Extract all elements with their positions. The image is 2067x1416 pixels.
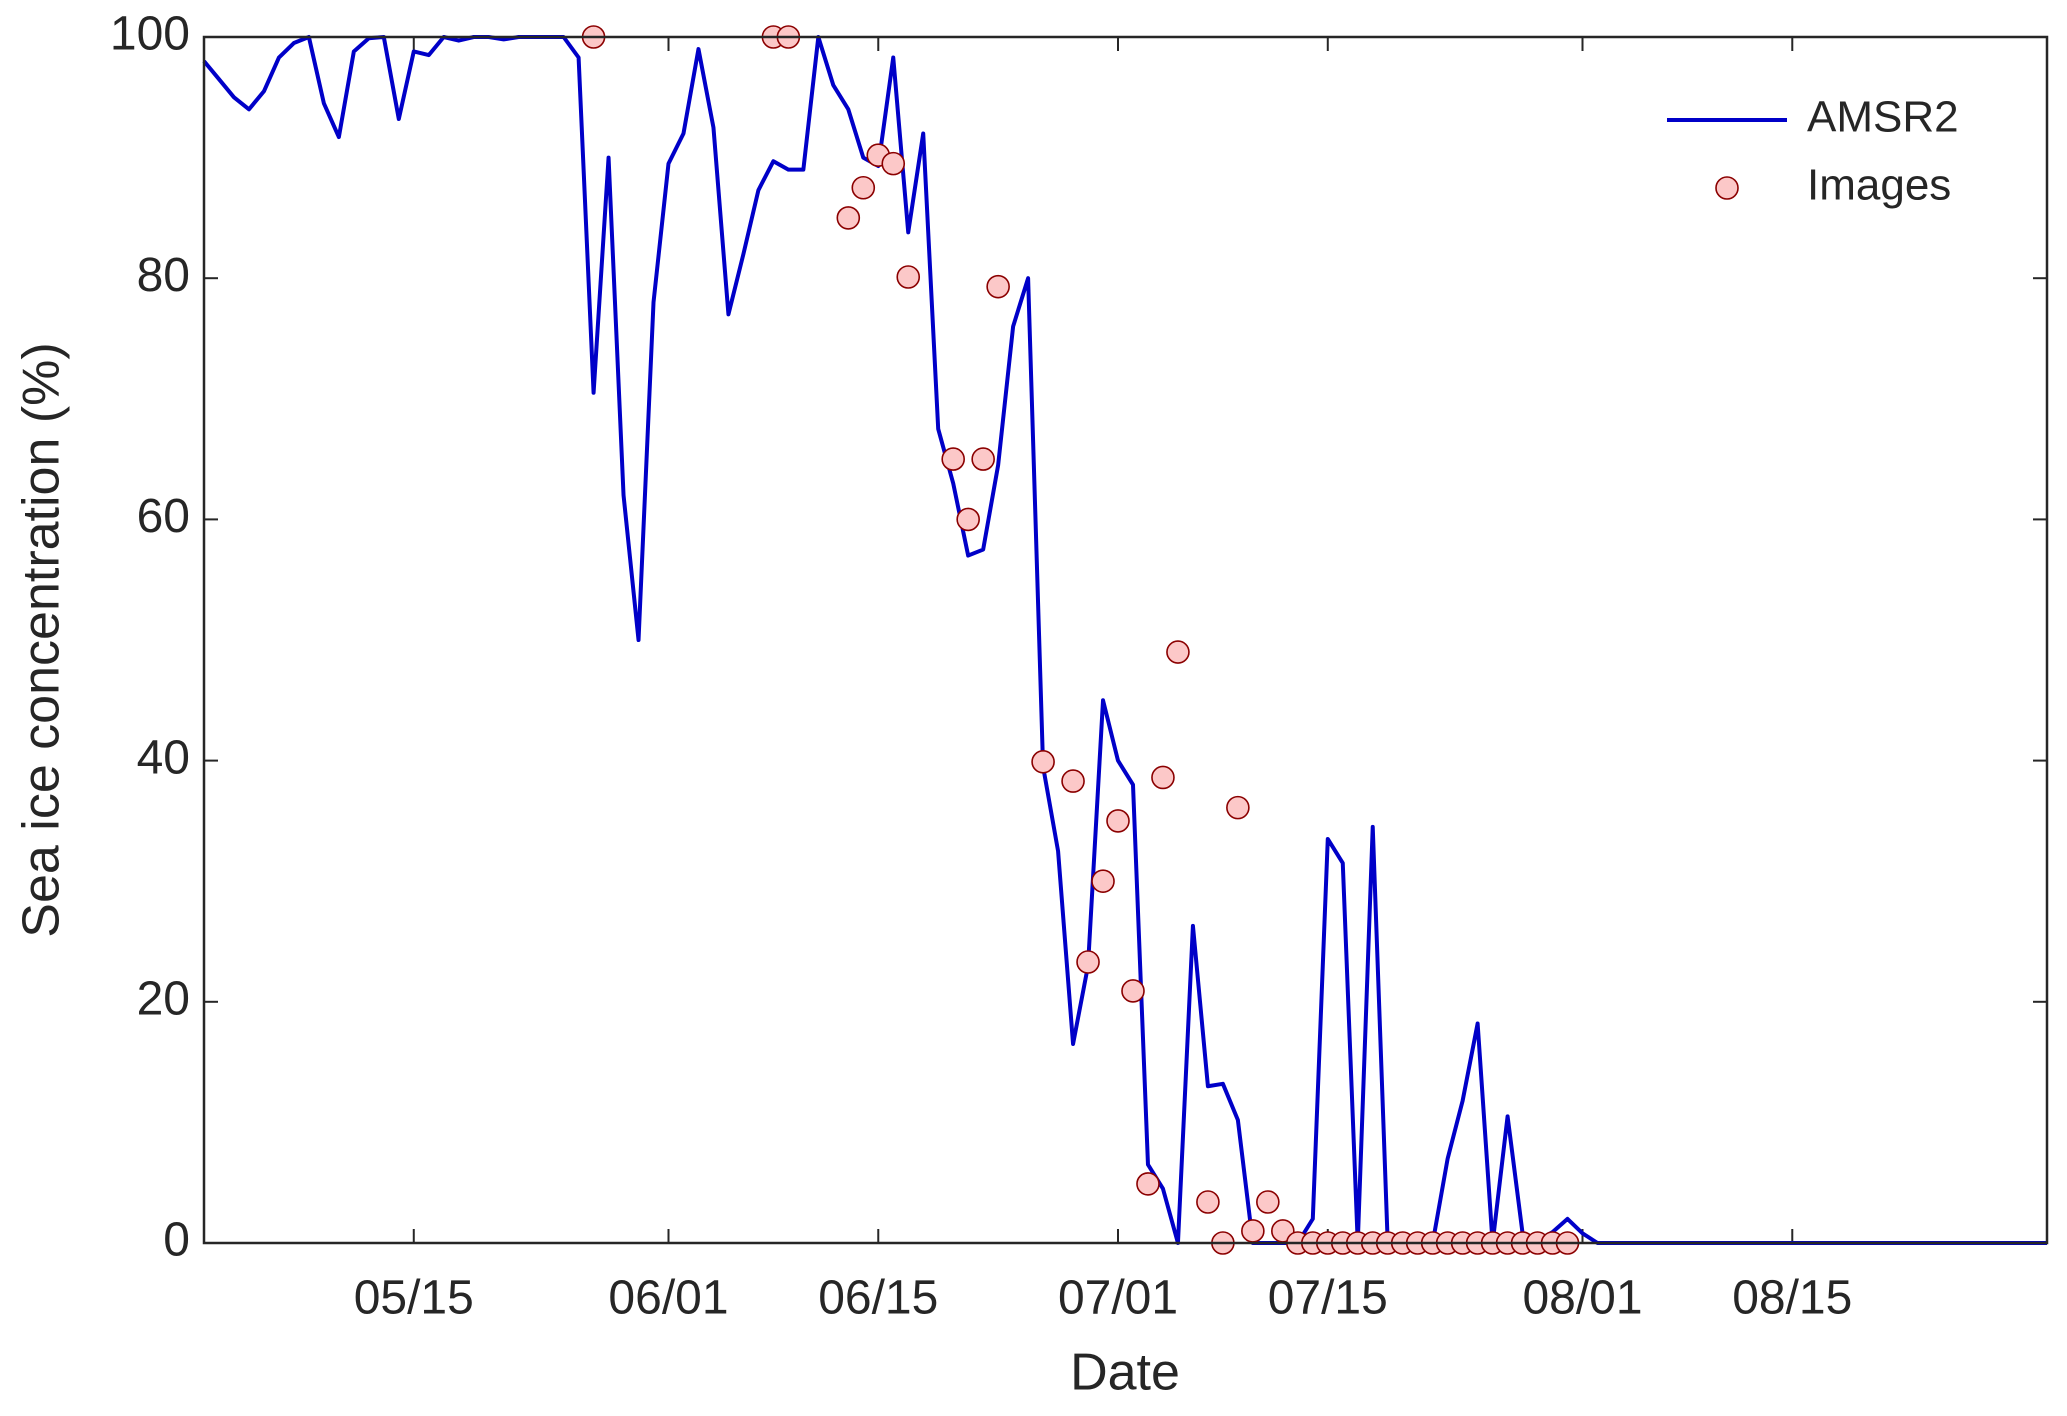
- point: [1256, 1190, 1280, 1214]
- point: [1226, 795, 1250, 820]
- point: [881, 151, 906, 176]
- x-tick-label: 07/01: [1058, 1272, 1178, 1325]
- legend-label: AMSR2: [1807, 93, 1959, 142]
- point: [971, 447, 995, 471]
- y-tick-label: 60: [137, 490, 190, 543]
- x-tick-label: 06/15: [818, 1272, 938, 1325]
- point: [1136, 1172, 1160, 1196]
- point: [1196, 1190, 1220, 1214]
- point: [1031, 750, 1055, 774]
- x-tick-label: 05/15: [354, 1272, 474, 1325]
- point: [1151, 765, 1175, 790]
- legend-label: Images: [1807, 161, 1951, 210]
- point: [1166, 640, 1190, 664]
- point: [1061, 769, 1085, 793]
- point: [986, 274, 1010, 299]
- plot-area: [204, 37, 2047, 1243]
- axes-frame: [202, 35, 2049, 1245]
- point: [896, 265, 921, 289]
- y-tick-label: 100: [110, 8, 190, 61]
- point: [941, 447, 965, 471]
- point: [1121, 979, 1145, 1003]
- point: [956, 507, 980, 532]
- x-tick-label: 08/15: [1732, 1272, 1852, 1325]
- x-tick-label: 07/15: [1268, 1272, 1388, 1325]
- point: [836, 206, 861, 230]
- legend-marker: [1715, 176, 1739, 200]
- point: [1106, 809, 1130, 833]
- x-tick-label: 06/01: [608, 1272, 728, 1325]
- point: [1091, 869, 1115, 894]
- x-tick-label: 08/01: [1522, 1272, 1642, 1325]
- y-tick-label: 20: [137, 972, 190, 1025]
- point: [1241, 1219, 1265, 1243]
- point: [1076, 950, 1100, 974]
- y-tick-label: 80: [137, 249, 190, 302]
- y-tick-label: 40: [137, 731, 190, 784]
- x-axis-label: Date: [1070, 1344, 1180, 1402]
- y-axis-label: Sea ice concentration (%): [13, 342, 71, 937]
- point: [851, 175, 876, 200]
- y-tick-label: 0: [163, 1214, 190, 1267]
